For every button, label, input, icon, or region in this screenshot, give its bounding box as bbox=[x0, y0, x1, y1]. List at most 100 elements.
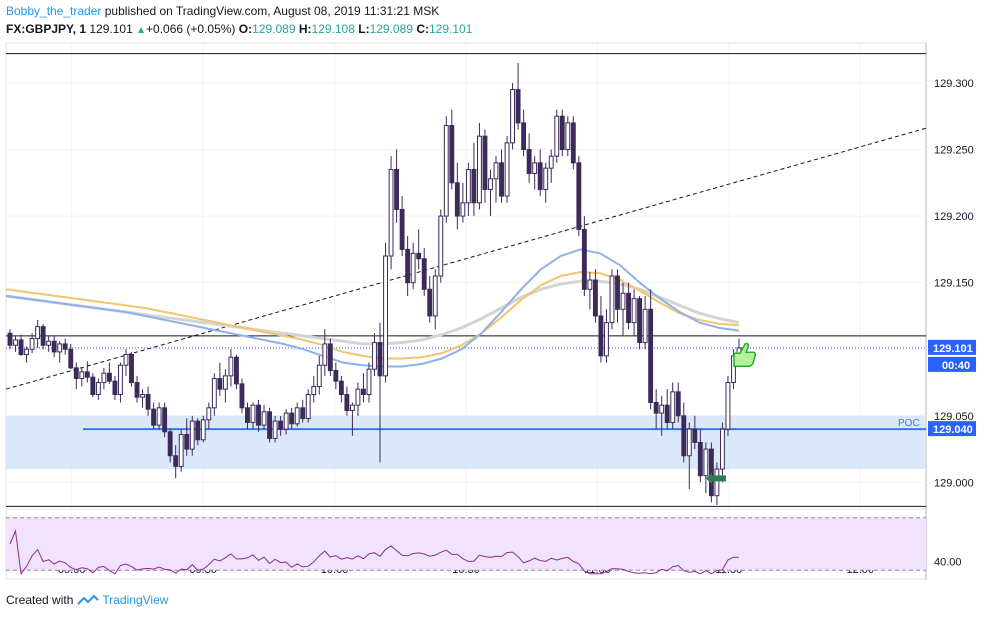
candle bbox=[123, 349, 129, 376]
last-price: 129.101 bbox=[89, 22, 133, 36]
candle-body bbox=[162, 407, 168, 433]
candle-body bbox=[211, 378, 217, 409]
candle bbox=[482, 129, 488, 203]
candle-body bbox=[427, 288, 433, 317]
candle bbox=[493, 156, 499, 203]
candle-body bbox=[35, 326, 41, 340]
candle-body bbox=[261, 411, 267, 426]
candle bbox=[454, 162, 460, 230]
candle bbox=[112, 375, 118, 400]
candle-body bbox=[106, 372, 112, 382]
candle-body bbox=[526, 149, 532, 174]
candle-body bbox=[151, 408, 157, 426]
candle bbox=[178, 429, 184, 472]
symbol-line: FX:GBPJPY, 1 129.101 ▲+0.066 (+0.05%) O:… bbox=[6, 22, 472, 36]
candle bbox=[84, 361, 90, 383]
candle bbox=[366, 362, 372, 403]
candle-body bbox=[510, 89, 516, 144]
candle bbox=[443, 116, 449, 223]
candle-body bbox=[559, 115, 565, 151]
candle bbox=[504, 136, 510, 203]
candle-body bbox=[405, 248, 411, 284]
poc-label: POC bbox=[898, 418, 920, 429]
candle-body bbox=[129, 354, 134, 384]
candle-body bbox=[675, 391, 681, 417]
tradingview-link[interactable]: TradingView bbox=[77, 593, 168, 607]
candle bbox=[515, 62, 521, 130]
last-price-badge-text: 129.101 bbox=[933, 343, 973, 355]
tradingview-brand: TradingView bbox=[102, 593, 169, 607]
candle-body bbox=[173, 455, 179, 467]
candle-body bbox=[24, 348, 30, 356]
candle-body bbox=[432, 275, 438, 317]
candle-body bbox=[95, 382, 101, 395]
entry-arrow-icon bbox=[706, 472, 726, 485]
candle bbox=[162, 402, 168, 438]
candle bbox=[460, 182, 466, 223]
candle-body bbox=[648, 308, 654, 403]
candle-body bbox=[327, 343, 333, 372]
candle-body bbox=[57, 343, 63, 353]
candle bbox=[250, 402, 256, 430]
candle bbox=[316, 355, 322, 395]
candle-body bbox=[615, 275, 620, 310]
candle bbox=[278, 415, 284, 436]
tradingview-logo-icon bbox=[77, 594, 100, 605]
candle-body bbox=[454, 182, 460, 217]
candle-body bbox=[416, 252, 422, 260]
candle bbox=[631, 289, 637, 336]
candle bbox=[615, 269, 620, 323]
candle-body bbox=[316, 364, 322, 388]
candle bbox=[642, 295, 648, 350]
trend-line[interactable] bbox=[5, 127, 927, 390]
candle bbox=[338, 375, 344, 403]
candle bbox=[311, 375, 317, 403]
candle bbox=[184, 418, 190, 456]
candle-body bbox=[112, 380, 118, 395]
candle bbox=[686, 422, 692, 490]
candle-body bbox=[499, 162, 504, 197]
candle-body bbox=[222, 375, 228, 390]
thumbs-up-icon bbox=[733, 342, 757, 367]
vertical-grid bbox=[71, 43, 861, 579]
candle-body bbox=[532, 162, 538, 174]
candle bbox=[95, 378, 101, 400]
candle-body bbox=[476, 135, 482, 204]
candle-body bbox=[537, 162, 543, 190]
candle-body bbox=[322, 343, 328, 366]
candle-body bbox=[344, 393, 350, 411]
candle bbox=[24, 346, 30, 363]
candle bbox=[7, 329, 13, 350]
candle-body bbox=[305, 393, 311, 419]
candle bbox=[239, 378, 245, 414]
candle bbox=[355, 382, 361, 416]
candle-body bbox=[68, 348, 74, 369]
candle bbox=[626, 282, 631, 330]
candle-body bbox=[565, 122, 571, 151]
candle bbox=[405, 236, 411, 296]
candle bbox=[570, 116, 576, 170]
candle bbox=[471, 142, 477, 217]
author-link[interactable]: Bobby_the_trader bbox=[6, 4, 102, 18]
candle-body bbox=[195, 420, 201, 441]
candle-body bbox=[681, 415, 687, 457]
candle-body bbox=[189, 420, 195, 450]
candle bbox=[714, 462, 720, 506]
candle bbox=[449, 109, 455, 190]
high-value: 129.108 bbox=[311, 22, 355, 36]
candle-body bbox=[245, 407, 250, 423]
candle bbox=[35, 319, 41, 348]
candle-body bbox=[73, 367, 79, 380]
candle bbox=[256, 399, 261, 432]
candle-body bbox=[421, 258, 427, 290]
candle bbox=[189, 415, 195, 456]
rsi-band bbox=[6, 517, 926, 571]
candle-body bbox=[167, 431, 173, 457]
candle bbox=[173, 445, 179, 479]
candle-body bbox=[714, 468, 720, 497]
candle bbox=[388, 156, 394, 270]
candle bbox=[372, 333, 377, 376]
candle-body bbox=[18, 339, 24, 356]
candle bbox=[145, 386, 151, 416]
